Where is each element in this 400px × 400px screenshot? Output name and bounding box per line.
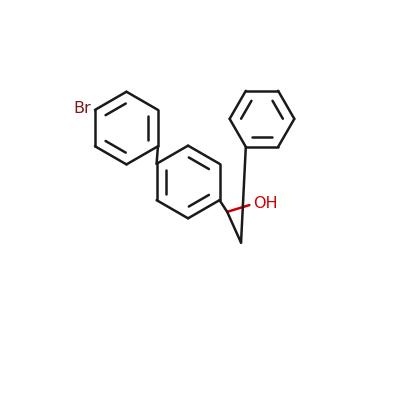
Text: OH: OH: [253, 196, 278, 211]
Text: Br: Br: [74, 101, 91, 116]
